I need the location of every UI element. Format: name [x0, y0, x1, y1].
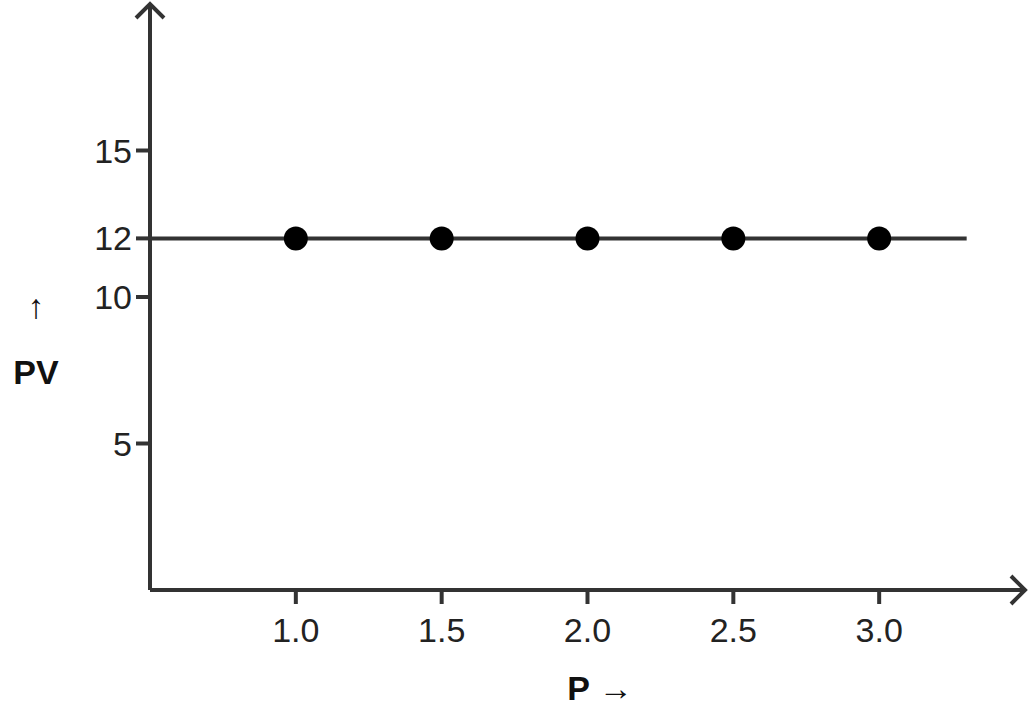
svg-text:2.0: 2.0 — [564, 611, 611, 649]
svg-text:P →: P → — [567, 669, 633, 707]
svg-text:10: 10 — [94, 278, 132, 316]
svg-text:3.0: 3.0 — [856, 611, 903, 649]
svg-text:2.5: 2.5 — [710, 611, 757, 649]
svg-text:12: 12 — [94, 219, 132, 257]
svg-text:1.0: 1.0 — [272, 611, 319, 649]
svg-text:5: 5 — [113, 425, 132, 463]
svg-text:15: 15 — [94, 132, 132, 170]
svg-text:PV: PV — [13, 353, 59, 391]
svg-text:↑: ↑ — [28, 287, 45, 325]
svg-text:1.5: 1.5 — [418, 611, 465, 649]
